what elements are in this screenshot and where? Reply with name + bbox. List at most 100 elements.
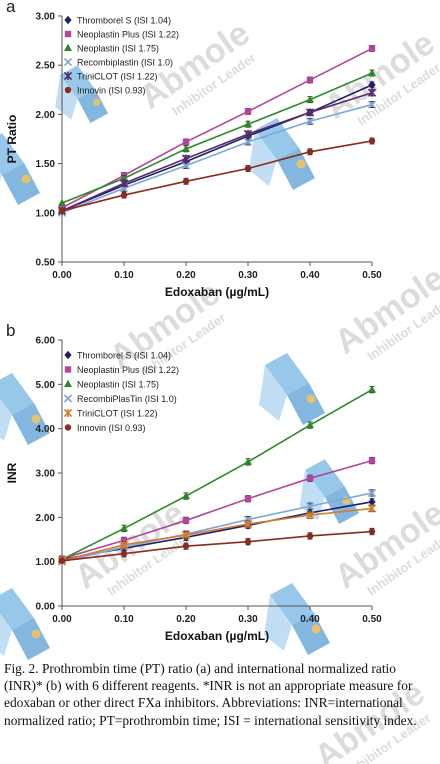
data-point [181, 154, 191, 163]
legend-label: Thromborel S (ISI 1.04) [77, 351, 171, 361]
watermark-logo-icon [0, 373, 50, 445]
y-tick-label: 1.00 [36, 208, 56, 219]
series-line [61, 140, 373, 212]
y-tick-label: 0.00 [36, 602, 56, 613]
x-axis-title: Edoxaban (µg/mL) [165, 629, 269, 643]
data-point [368, 45, 376, 52]
legend: Thromborel S (ISI 1.04) Neoplastin Plus (… [63, 15, 179, 96]
data-point [243, 519, 253, 529]
data-point [244, 108, 252, 115]
data-point [181, 530, 191, 540]
legend-marker [64, 30, 72, 38]
data-point [120, 174, 128, 182]
legend-label: Neoplastin (ISI 1.75) [77, 44, 159, 54]
y-tick-label: 3.00 [36, 469, 56, 480]
legend-label: Thromborel S (ISI 1.04) [77, 16, 171, 26]
series-line [61, 84, 373, 212]
series-line [61, 103, 373, 214]
series-5 [58, 137, 376, 215]
x-tick-label: 0.20 [176, 270, 196, 281]
watermark-logo-icon [0, 133, 40, 205]
legend-marker [63, 57, 73, 67]
series-1 [58, 456, 376, 562]
data-point [368, 528, 376, 535]
y-tick-label: 1.50 [36, 159, 56, 170]
data-point [368, 457, 376, 464]
panel-label: b [6, 321, 15, 340]
data-point [120, 550, 128, 557]
data-point [182, 178, 190, 185]
data-point [182, 491, 190, 500]
data-point [58, 557, 66, 564]
y-tick-label: 2.00 [36, 110, 56, 121]
legend-label: Neoplastin Plus (ISI 1.22) [77, 30, 179, 40]
data-point [243, 137, 253, 147]
watermark-logo-icon [264, 583, 330, 655]
x-tick-label: 0.10 [114, 270, 134, 281]
y-tick-label: 0.50 [36, 258, 56, 269]
watermark-logo-icon [249, 118, 315, 190]
watermark-logo-icon [259, 353, 325, 425]
x-tick-label: 0.10 [114, 614, 134, 625]
data-point [306, 148, 314, 155]
data-point [58, 207, 66, 215]
legend-marker [64, 15, 72, 25]
data-point [368, 137, 376, 145]
legend: Thromborel S (ISI 1.04) Neoplastin Plus (… [63, 350, 179, 433]
x-tick-label: 0.50 [362, 270, 382, 281]
x-tick-label: 0.40 [300, 270, 320, 281]
series-4 [57, 88, 377, 215]
chart-panel-a: a 0.50 1.00 1.50 2.00 2.50 3.00 0.00 0.10 0.20 0.3… [5, 0, 382, 299]
data-point [305, 510, 315, 520]
legend-label: RecombiPlasTin (ISI 1.0) [77, 394, 177, 404]
legend-label: Neoplastin (ISI 1.75) [77, 380, 159, 390]
series-line [61, 507, 373, 562]
data-point [243, 129, 253, 139]
series-line [61, 459, 373, 560]
x-tick-label: 0.50 [362, 614, 382, 625]
data-point [306, 475, 314, 482]
y-axis-title: INR [5, 462, 19, 483]
legend-marker [63, 408, 73, 418]
y-tick-label: 2.00 [36, 513, 56, 524]
series-line [61, 47, 373, 209]
series-2 [58, 385, 376, 563]
series-line [61, 492, 373, 563]
data-point [368, 68, 376, 77]
data-point [305, 117, 315, 126]
y-axis-title: PT Ratio [5, 115, 19, 164]
chart-panel-b: b 0.00 1.00 2.00 3.00 4.00 5.00 6.00 0.00 0.10 0.2… [5, 321, 382, 643]
y-tick-label: 3.00 [36, 12, 56, 23]
legend-marker [64, 43, 72, 51]
y-tick-label: 2.50 [36, 61, 56, 72]
series-line [61, 530, 373, 562]
legend-marker [63, 71, 73, 81]
x-tick-label: 0.40 [300, 614, 320, 625]
data-point [182, 517, 190, 524]
y-tick-label: 1.00 [36, 557, 56, 568]
data-point [182, 138, 190, 146]
data-point [119, 179, 129, 188]
legend-marker [63, 394, 73, 403]
data-point [306, 76, 314, 84]
legend-marker [64, 379, 72, 387]
data-point [368, 80, 376, 90]
series-line [61, 72, 373, 204]
watermark-logo-icon [0, 588, 50, 660]
data-point [244, 538, 252, 545]
data-point [244, 120, 252, 128]
legend-marker [64, 350, 72, 360]
data-point [306, 420, 314, 429]
data-point [182, 144, 190, 152]
panel-label: a [6, 0, 16, 16]
x-tick-label: 0.00 [52, 270, 72, 281]
legend-marker [64, 366, 72, 373]
data-point [367, 100, 377, 109]
legend-marker [64, 424, 72, 431]
data-point [244, 457, 252, 465]
legend-label: Neoplastin Plus (ISI 1.22) [77, 365, 179, 375]
legend-marker [64, 86, 72, 94]
x-tick-label: 0.30 [238, 270, 258, 281]
